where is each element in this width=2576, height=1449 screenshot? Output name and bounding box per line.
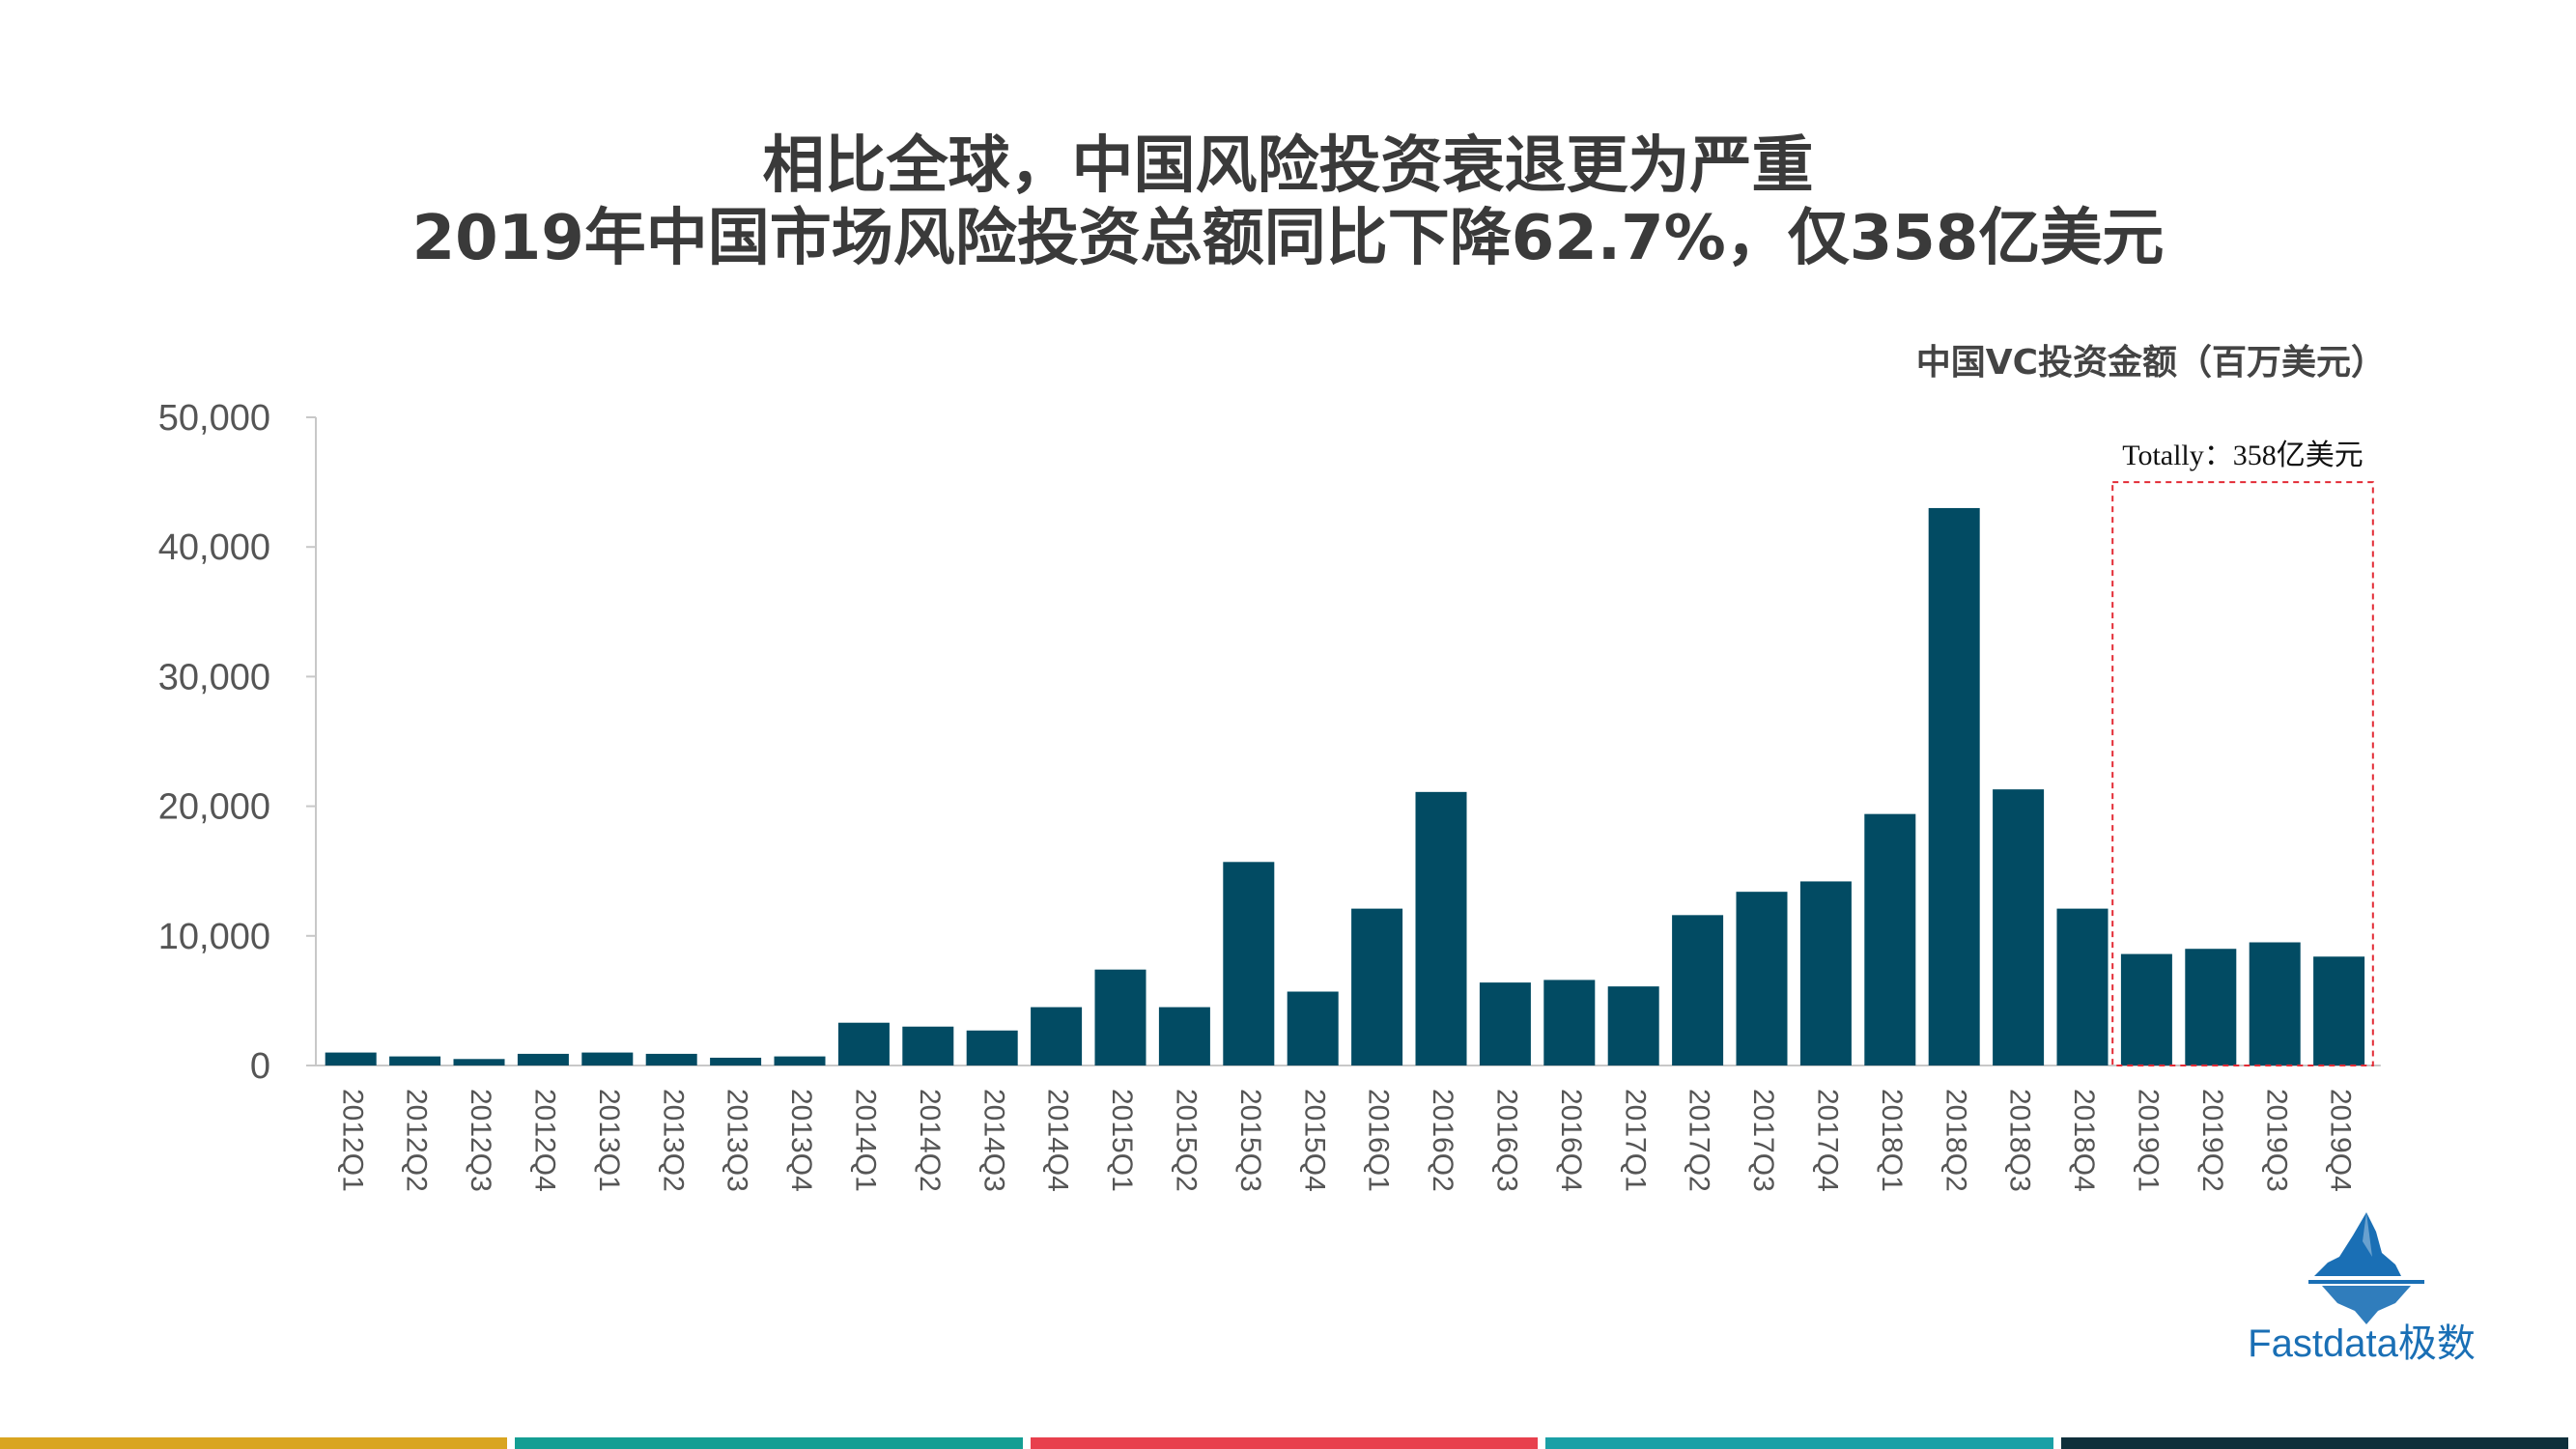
bar-2012Q3 bbox=[453, 1059, 505, 1065]
iceberg-icon bbox=[2308, 1212, 2424, 1324]
x-tick-label: 2014Q4 bbox=[1042, 1089, 1074, 1192]
footer-stripe bbox=[1030, 1437, 1539, 1449]
x-tick-label: 2014Q3 bbox=[977, 1089, 1009, 1192]
x-tick-label: 2014Q1 bbox=[849, 1089, 881, 1192]
series-caption: 中国VC投资金额（百万美元） bbox=[1915, 343, 2386, 383]
x-tick-label: 2018Q3 bbox=[2004, 1089, 2036, 1192]
footer-stripe bbox=[1545, 1437, 2053, 1449]
x-tick-label: 2013Q3 bbox=[722, 1089, 753, 1192]
x-tick-label: 2015Q1 bbox=[1106, 1089, 1138, 1192]
chart-title-line-2: 2019年中国市场风险投资总额同比下降62.7%，仅358亿美元 bbox=[411, 203, 2165, 274]
bar-2015Q3 bbox=[1223, 862, 1275, 1065]
y-tick-label: 50,000 bbox=[158, 398, 270, 439]
x-tick-label: 2018Q2 bbox=[1939, 1089, 1971, 1192]
bar-2017Q4 bbox=[1799, 881, 1852, 1065]
y-tick-label: 10,000 bbox=[158, 917, 270, 957]
x-tick-label: 2019Q2 bbox=[2196, 1089, 2228, 1192]
x-tick-label: 2019Q3 bbox=[2260, 1089, 2292, 1192]
bar-2019Q1 bbox=[2120, 953, 2172, 1065]
x-tick-label: 2018Q1 bbox=[1876, 1089, 1908, 1192]
bar-2018Q2 bbox=[1928, 507, 1980, 1065]
x-tick-labels: 2012Q1 2012Q2 2012Q3 2012Q4 2013Q1 2013Q2 2013… bbox=[336, 1089, 2356, 1192]
bar-2013Q2 bbox=[645, 1053, 697, 1065]
x-tick-label: 2016Q3 bbox=[1490, 1089, 1522, 1192]
y-tick-label: 20,000 bbox=[158, 787, 270, 828]
chart-title-line-1: 相比全球，中国风险投资衰退更为严重 bbox=[762, 130, 1814, 202]
bar-2015Q1 bbox=[1094, 969, 1146, 1065]
x-tick-label: 2012Q3 bbox=[465, 1089, 496, 1192]
annotation-box bbox=[2111, 481, 2374, 1067]
bar-2012Q1 bbox=[325, 1052, 377, 1065]
bar-2017Q1 bbox=[1607, 986, 1659, 1065]
x-tick-label: 2019Q4 bbox=[2325, 1089, 2357, 1192]
footer-stripe bbox=[2060, 1437, 2568, 1449]
bar-2015Q4 bbox=[1287, 991, 1339, 1065]
x-tick-label: 2012Q2 bbox=[401, 1089, 433, 1192]
bar-2016Q4 bbox=[1543, 980, 1596, 1065]
bar-2016Q3 bbox=[1479, 982, 1531, 1065]
bar-2012Q2 bbox=[389, 1056, 441, 1065]
x-tick-label: 2013Q1 bbox=[593, 1089, 625, 1192]
x-tick-label: 2017Q4 bbox=[1811, 1089, 1843, 1192]
y-tick-label: 30,000 bbox=[158, 657, 270, 697]
bar-2012Q4 bbox=[517, 1053, 569, 1065]
bar-2014Q2 bbox=[902, 1026, 954, 1065]
x-tick-label: 2016Q1 bbox=[1363, 1089, 1395, 1192]
bar-2019Q3 bbox=[2249, 942, 2301, 1065]
x-tick-label: 2016Q4 bbox=[1555, 1089, 1587, 1192]
bar-2018Q1 bbox=[1864, 813, 1916, 1065]
x-tick-label: 2014Q2 bbox=[914, 1089, 946, 1192]
bar-2018Q3 bbox=[1993, 789, 2045, 1065]
x-tick-label: 2017Q3 bbox=[1747, 1089, 1779, 1192]
x-tick-label: 2018Q4 bbox=[2068, 1089, 2100, 1192]
bar-2013Q1 bbox=[581, 1052, 634, 1065]
footer-stripe bbox=[515, 1437, 1023, 1449]
bar-2017Q3 bbox=[1736, 892, 1788, 1065]
x-tick-label: 2019Q1 bbox=[2132, 1089, 2164, 1192]
x-tick-label: 2012Q1 bbox=[336, 1089, 368, 1192]
x-tick-label: 2017Q2 bbox=[1684, 1089, 1715, 1192]
bar-2019Q4 bbox=[2313, 956, 2365, 1065]
bar-2014Q1 bbox=[837, 1022, 890, 1065]
bar-2014Q3 bbox=[966, 1030, 1018, 1065]
x-tick-label: 2017Q1 bbox=[1619, 1089, 1651, 1192]
footer-stripe bbox=[0, 1437, 508, 1449]
bar-2013Q4 bbox=[774, 1056, 826, 1065]
bar-2016Q1 bbox=[1351, 908, 1403, 1065]
bar-2015Q2 bbox=[1158, 1007, 1210, 1065]
y-tick-labels: 0 10,000 20,000 30,000 40,000 50,000 bbox=[158, 398, 270, 1087]
x-tick-label: 2015Q2 bbox=[1170, 1089, 1202, 1192]
annotation-text: Totally：358亿美元 bbox=[2122, 440, 2364, 471]
x-tick-label: 2016Q2 bbox=[1427, 1089, 1458, 1192]
x-tick-label: 2015Q3 bbox=[1234, 1089, 1266, 1192]
brand-logo-text: Fastdata极数 bbox=[2248, 1322, 2476, 1365]
bar-2014Q4 bbox=[1031, 1007, 1083, 1065]
x-tick-label: 2015Q4 bbox=[1298, 1089, 1330, 1192]
y-tick-label: 0 bbox=[250, 1046, 270, 1087]
bar-2017Q2 bbox=[1672, 915, 1724, 1065]
y-tick-label: 40,000 bbox=[158, 527, 270, 568]
annotation-layer: Totally：358亿美元 bbox=[2111, 440, 2374, 1067]
x-tick-label: 2012Q4 bbox=[528, 1089, 560, 1192]
bar-2013Q3 bbox=[710, 1057, 762, 1065]
x-tick-label: 2013Q4 bbox=[785, 1089, 817, 1192]
bars-layer bbox=[325, 507, 2365, 1065]
bar-chart: 2012Q1 2012Q2 2012Q3 2012Q4 2013Q1 2013Q2 2013… bbox=[158, 398, 2381, 1192]
bar-2019Q2 bbox=[2185, 949, 2237, 1065]
x-tick-label: 2013Q2 bbox=[657, 1089, 689, 1192]
bar-2018Q4 bbox=[2056, 908, 2109, 1065]
bar-2016Q2 bbox=[1415, 791, 1467, 1065]
